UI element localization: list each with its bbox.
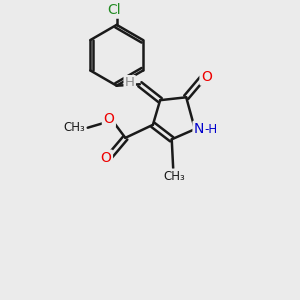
Text: O: O (100, 151, 111, 165)
Text: Cl: Cl (107, 3, 121, 17)
Text: CH₃: CH₃ (63, 121, 85, 134)
Text: CH₃: CH₃ (164, 170, 185, 183)
Text: O: O (201, 70, 212, 84)
Text: N: N (194, 122, 204, 136)
Text: H: H (125, 76, 135, 89)
Text: O: O (103, 112, 114, 126)
Text: -H: -H (204, 123, 218, 136)
